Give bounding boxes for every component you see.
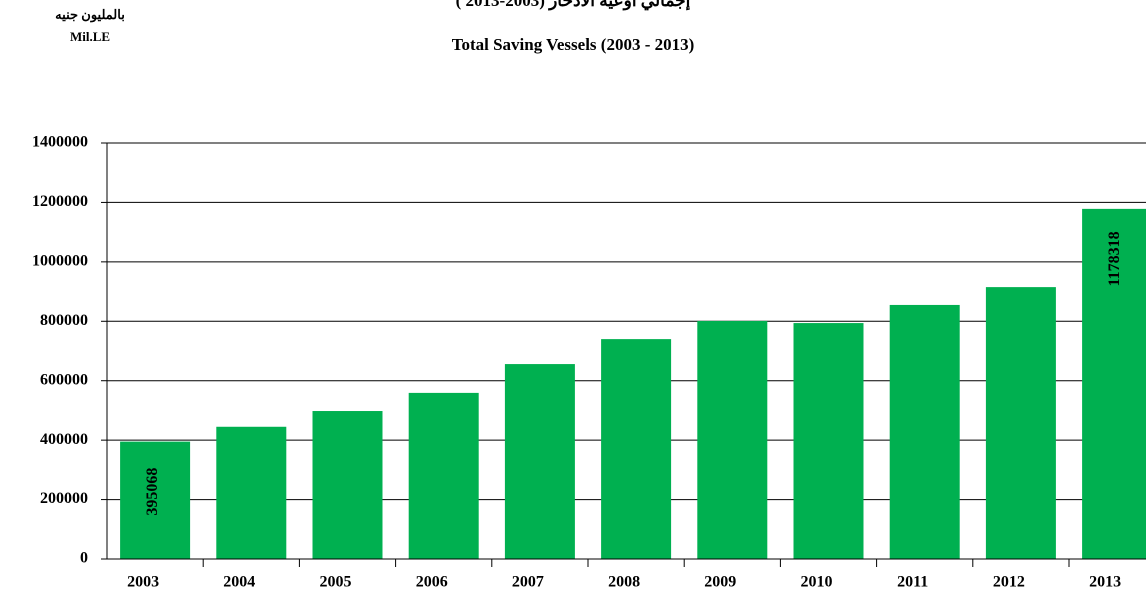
x-tick-label: 2006 <box>416 574 448 591</box>
bar <box>697 320 768 559</box>
chart-subtitle: إجمالي أوعية الادخار (2003-2013 ) <box>456 0 691 11</box>
x-tick-label: 2007 <box>512 574 544 591</box>
bar <box>1082 208 1146 559</box>
x-tick-label: 2005 <box>320 574 352 591</box>
y-tick-label: 400000 <box>40 431 88 448</box>
x-tick-label: 2003 <box>127 574 159 591</box>
y-tick-label: 800000 <box>40 312 88 329</box>
y-tick-label: 200000 <box>40 490 88 507</box>
y-tick-label: 1200000 <box>32 193 88 210</box>
x-tick-label: 2009 <box>704 574 736 591</box>
x-tick-label: 2004 <box>223 574 255 591</box>
unit-label: Mil.LE <box>70 29 110 44</box>
bar <box>793 323 864 559</box>
y-tick-label: 0 <box>80 550 88 567</box>
chart-title: Total Saving Vessels (2003 - 2013) <box>452 35 695 54</box>
bar <box>216 426 287 559</box>
value-label: 395068 <box>144 468 161 516</box>
bar <box>985 287 1056 559</box>
bar <box>889 304 960 559</box>
x-tick-label: 2010 <box>801 574 833 591</box>
unit-label: بالمليون جنيه <box>55 7 125 23</box>
value-label: 1178318 <box>1106 231 1123 286</box>
bar <box>408 392 479 559</box>
x-tick-label: 2012 <box>993 574 1025 591</box>
bar <box>601 339 672 559</box>
bar <box>504 364 575 559</box>
x-tick-label: 2008 <box>608 574 640 591</box>
x-tick-label: 2011 <box>897 574 928 591</box>
y-tick-label: 1000000 <box>32 253 88 270</box>
bar <box>312 411 383 559</box>
bar <box>120 441 191 559</box>
x-tick-label: 2013 <box>1089 574 1121 591</box>
y-tick-label: 600000 <box>40 371 88 388</box>
y-tick-label: 1400000 <box>32 134 88 151</box>
